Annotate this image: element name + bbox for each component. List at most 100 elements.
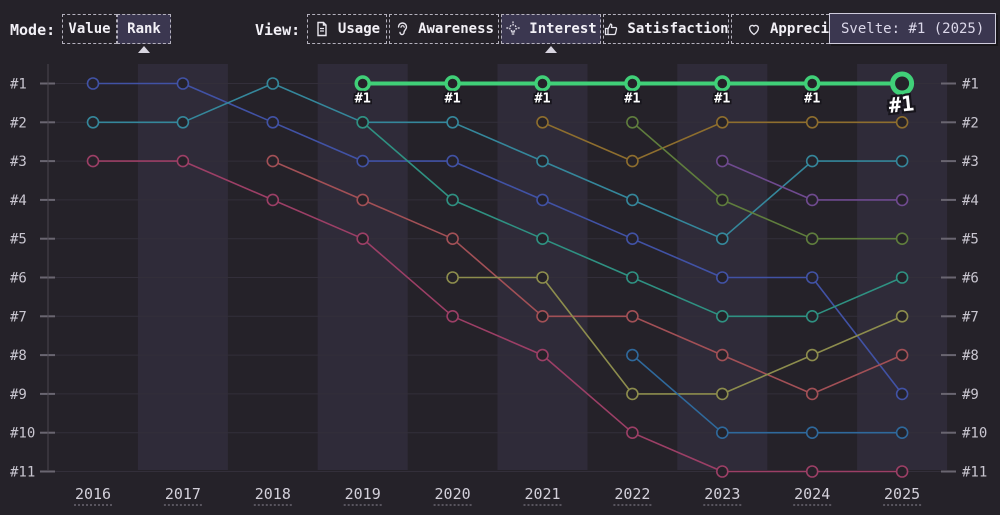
data-point-indigo-blue-2017[interactable]: [176, 77, 190, 90]
data-point-moss-green-2023[interactable]: [715, 193, 729, 207]
x-axis-label-2021[interactable]: 2021: [524, 485, 560, 503]
x-axis-label-2023[interactable]: 2023: [704, 485, 740, 503]
data-point-svelte-green-2021[interactable]: [534, 75, 551, 92]
data-point-gold-2022[interactable]: [626, 154, 639, 168]
data-point-dim-red-2024[interactable]: [805, 387, 819, 401]
left-rank-label-2: #2: [10, 115, 27, 131]
data-point-purple-2024[interactable]: [805, 193, 819, 207]
data-point-gold-2023[interactable]: [715, 116, 729, 129]
data-point-indigo-blue-2024[interactable]: [805, 271, 819, 284]
left-rank-label-6: #6: [10, 271, 27, 287]
data-point-purple-2023[interactable]: [715, 154, 729, 168]
data-point-sea-green-2020[interactable]: [446, 193, 459, 207]
right-rank-label-1: #1: [962, 77, 979, 93]
data-point-crimson-2022[interactable]: [626, 426, 639, 440]
data-point-moss-green-2025[interactable]: [895, 232, 909, 245]
data-point-sea-green-2022[interactable]: [626, 271, 639, 284]
data-point-indigo-blue-2016[interactable]: [86, 77, 100, 90]
x-axis-label-2017[interactable]: 2017: [165, 485, 201, 503]
data-point-sea-green-2024[interactable]: [805, 309, 819, 323]
data-point-indigo-blue-2021[interactable]: [536, 193, 549, 207]
x-axis-label-2019[interactable]: 2019: [345, 485, 381, 503]
data-point-dim-red-2018[interactable]: [266, 154, 280, 168]
mode-button-rank[interactable]: Rank: [117, 14, 171, 44]
view-button-interest[interactable]: Interest: [501, 14, 601, 44]
chart-tooltip: Svelte: #1 (2025): [829, 13, 997, 44]
data-point-teal-cyan-2021[interactable]: [536, 154, 549, 168]
data-point-sea-green-2021[interactable]: [536, 232, 549, 245]
x-axis-label-2025[interactable]: 2025: [884, 485, 920, 503]
data-point-svelte-green-2025[interactable]: [890, 71, 915, 96]
data-point-olive-2021[interactable]: [536, 271, 549, 284]
data-point-crimson-2019[interactable]: [356, 232, 370, 245]
data-point-crimson-2021[interactable]: [536, 348, 549, 362]
data-point-sea-green-2025[interactable]: [895, 271, 909, 284]
data-point-indigo-blue-2023[interactable]: [715, 271, 729, 284]
x-axis-label-2024[interactable]: 2024: [794, 485, 830, 503]
data-point-steel-blue-2022[interactable]: [626, 348, 639, 362]
data-point-moss-green-2024[interactable]: [805, 232, 819, 245]
data-point-crimson-2016[interactable]: [86, 154, 100, 168]
x-axis-label-2016[interactable]: 2016: [75, 485, 111, 503]
data-point-teal-cyan-2016[interactable]: [86, 116, 100, 129]
data-point-svelte-green-2020[interactable]: [444, 75, 461, 92]
data-point-crimson-2017[interactable]: [176, 154, 190, 168]
data-point-teal-cyan-2025[interactable]: [895, 154, 909, 168]
data-point-crimson-2020[interactable]: [446, 309, 459, 323]
x-axis-label-2018[interactable]: 2018: [255, 485, 291, 503]
data-point-dim-red-2021[interactable]: [536, 309, 549, 323]
data-point-svelte-green-2023[interactable]: [714, 75, 731, 92]
data-point-dim-red-2020[interactable]: [446, 232, 459, 245]
data-point-olive-2025[interactable]: [895, 309, 909, 323]
x-axis-label-2020[interactable]: 2020: [435, 485, 471, 503]
data-point-dim-red-2022[interactable]: [626, 309, 639, 323]
data-point-steel-blue-2024[interactable]: [805, 426, 819, 440]
view-button-awareness[interactable]: Awareness: [389, 14, 499, 44]
data-point-teal-cyan-2020[interactable]: [446, 116, 459, 129]
series-line-moss-green: [631, 121, 903, 240]
data-point-indigo-blue-2019[interactable]: [356, 154, 370, 168]
data-point-indigo-blue-2020[interactable]: [446, 154, 459, 168]
data-point-steel-blue-2025[interactable]: [895, 426, 909, 440]
data-point-svelte-green-2022[interactable]: [624, 75, 641, 92]
data-point-teal-cyan-2018[interactable]: [266, 77, 280, 90]
data-point-indigo-blue-2022[interactable]: [626, 232, 639, 245]
data-point-teal-cyan-2017[interactable]: [176, 116, 190, 129]
data-point-purple-2025[interactable]: [895, 193, 909, 207]
data-point-svelte-green-2024[interactable]: [804, 75, 821, 92]
data-point-sea-green-2023[interactable]: [715, 309, 729, 323]
data-point-olive-2022[interactable]: [626, 387, 639, 401]
chart-tooltip-text: Svelte: #1 (2025): [841, 20, 985, 37]
data-point-crimson-2018[interactable]: [266, 193, 280, 207]
view-button-usage[interactable]: Usage: [307, 14, 387, 44]
right-rank-label-11: #11: [962, 465, 987, 481]
data-point-olive-2023[interactable]: [715, 387, 729, 401]
data-point-gold-2025[interactable]: [895, 116, 909, 129]
selected-mode-caret-icon: [138, 46, 150, 53]
data-point-crimson-2023[interactable]: [715, 465, 729, 478]
data-point-steel-blue-2023[interactable]: [715, 426, 729, 440]
data-point-gold-2024[interactable]: [805, 116, 819, 129]
data-point-dim-red-2019[interactable]: [356, 193, 370, 207]
data-point-indigo-blue-2025[interactable]: [895, 387, 909, 401]
data-point-crimson-2024[interactable]: [805, 465, 819, 478]
year-band-2019: [317, 64, 408, 470]
data-point-teal-cyan-2022[interactable]: [626, 193, 639, 207]
right-rank-label-10: #10: [962, 426, 987, 442]
data-point-olive-2024[interactable]: [805, 348, 819, 362]
data-point-indigo-blue-2018[interactable]: [266, 116, 280, 129]
series-line-steel-blue: [631, 354, 903, 434]
data-point-crimson-2025[interactable]: [895, 465, 909, 478]
view-button-satisfaction[interactable]: Satisfaction: [603, 14, 729, 44]
data-point-moss-green-2022[interactable]: [626, 116, 639, 129]
data-point-gold-2021[interactable]: [536, 116, 549, 129]
data-point-dim-red-2023[interactable]: [715, 348, 729, 362]
data-point-olive-2020[interactable]: [446, 271, 459, 284]
data-point-sea-green-2019[interactable]: [356, 116, 370, 129]
mode-button-value[interactable]: Value: [62, 14, 117, 44]
data-point-dim-red-2025[interactable]: [895, 348, 909, 362]
data-point-teal-cyan-2023[interactable]: [715, 232, 729, 245]
data-point-teal-cyan-2024[interactable]: [805, 154, 819, 168]
x-axis-label-2022[interactable]: 2022: [614, 485, 650, 503]
data-point-svelte-green-2019[interactable]: [354, 75, 371, 92]
